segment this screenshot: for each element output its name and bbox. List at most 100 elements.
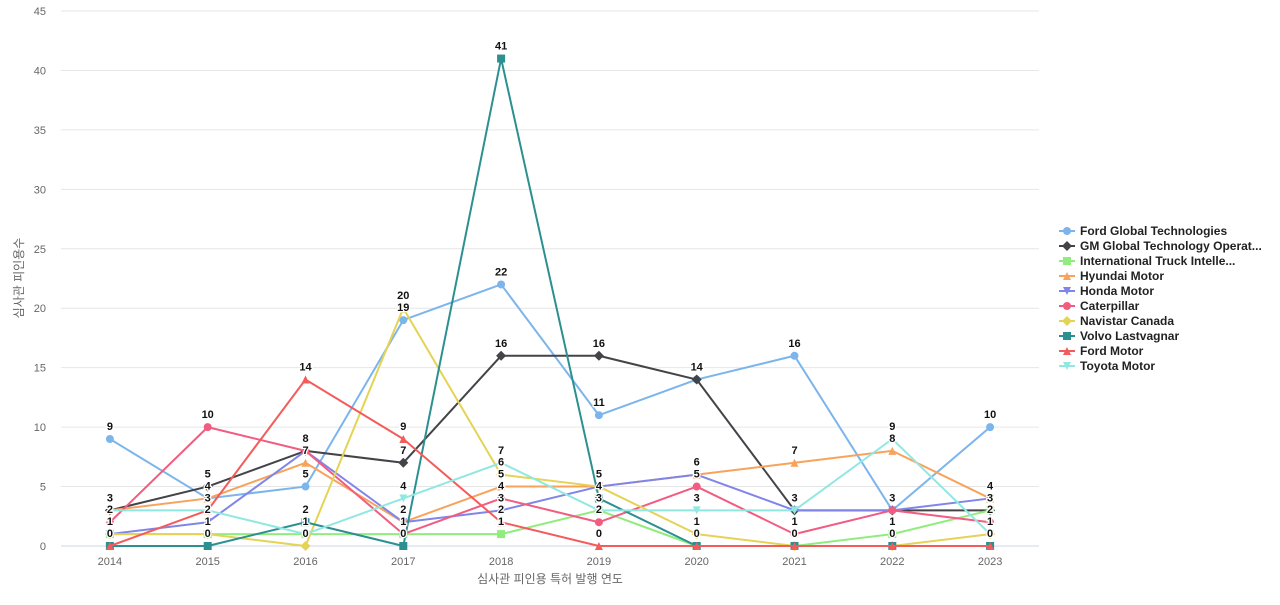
- legend-marker-icon: [1063, 272, 1071, 280]
- data-label: 3: [498, 492, 504, 504]
- legend-label: Honda Motor: [1080, 284, 1154, 298]
- data-label: 1: [889, 516, 895, 528]
- data-label: 20: [397, 290, 409, 302]
- data-point-toyota-motor[interactable]: [105, 506, 114, 515]
- data-point-gm-global-technology-operat[interactable]: [202, 481, 213, 492]
- data-point-navistar-canada[interactable]: [691, 529, 702, 540]
- data-label: 3: [694, 492, 700, 504]
- legend-item-toyota-motor[interactable]: Toyota Motor: [1059, 359, 1155, 373]
- data-point-ford-motor[interactable]: [301, 375, 310, 384]
- data-point-ford-global-technologies[interactable]: [399, 316, 408, 325]
- data-point-navistar-canada[interactable]: [496, 469, 507, 480]
- data-point-toyota-motor[interactable]: [986, 530, 995, 539]
- series-ford-motor: [105, 375, 995, 550]
- data-label: 1: [694, 516, 700, 528]
- data-point-navistar-canada[interactable]: [300, 541, 311, 551]
- data-point-honda-motor[interactable]: [692, 470, 701, 479]
- data-point-navistar-canada[interactable]: [202, 529, 213, 540]
- data-point-caterpillar[interactable]: [105, 518, 114, 527]
- data-point-gm-global-technology-operat[interactable]: [398, 457, 409, 468]
- data-point-caterpillar[interactable]: [203, 423, 212, 432]
- data-point-hyundai-motor[interactable]: [497, 482, 506, 491]
- data-point-ford-motor[interactable]: [594, 542, 603, 550]
- data-label: 4: [596, 480, 603, 492]
- data-point-navistar-canada[interactable]: [104, 529, 115, 540]
- legend-item-gm-global-technology-operat[interactable]: GM Global Technology Operat...: [1059, 239, 1262, 253]
- data-label: 9: [107, 421, 113, 433]
- legend-item-honda-motor[interactable]: Honda Motor: [1059, 284, 1154, 298]
- x-tick-label: 2021: [782, 556, 806, 568]
- data-point-ford-global-technologies[interactable]: [105, 435, 114, 443]
- legend-label: Ford Global Technologies: [1080, 224, 1227, 238]
- series-toyota-motor: [105, 435, 995, 539]
- data-point-ford-motor[interactable]: [692, 542, 701, 550]
- data-label: 1: [302, 516, 308, 528]
- data-point-gm-global-technology-operat[interactable]: [593, 350, 604, 361]
- data-point-gm-global-technology-operat[interactable]: [691, 374, 702, 385]
- data-point-volvo-lastvagnar[interactable]: [594, 494, 603, 503]
- data-point-honda-motor[interactable]: [497, 506, 506, 515]
- data-point-toyota-motor[interactable]: [594, 506, 603, 515]
- data-point-toyota-motor[interactable]: [203, 506, 212, 515]
- series-lines: [104, 54, 996, 551]
- series-line-ford-global-technologies: [109, 283, 991, 512]
- data-point-caterpillar[interactable]: [301, 446, 310, 455]
- data-point-gm-global-technology-operat[interactable]: [496, 350, 507, 361]
- legend-item-caterpillar[interactable]: Caterpillar: [1059, 299, 1140, 313]
- data-point-ford-motor[interactable]: [790, 542, 799, 550]
- data-point-volvo-lastvagnar[interactable]: [399, 542, 408, 550]
- data-point-toyota-motor[interactable]: [888, 435, 897, 443]
- data-point-volvo-lastvagnar[interactable]: [497, 54, 506, 63]
- x-tick-label: 2014: [98, 556, 122, 568]
- data-point-navistar-canada[interactable]: [398, 303, 409, 314]
- data-point-caterpillar[interactable]: [497, 494, 506, 503]
- data-point-hyundai-motor[interactable]: [888, 446, 897, 455]
- data-point-toyota-motor[interactable]: [692, 506, 701, 515]
- data-point-ford-global-technologies[interactable]: [497, 280, 506, 289]
- data-point-caterpillar[interactable]: [790, 530, 799, 539]
- data-point-ford-motor[interactable]: [497, 518, 506, 527]
- data-point-caterpillar[interactable]: [888, 506, 897, 515]
- data-label: 3: [987, 492, 993, 504]
- legend-item-ford-motor[interactable]: Ford Motor: [1059, 344, 1144, 358]
- data-point-ford-motor[interactable]: [105, 542, 114, 550]
- data-point-volvo-lastvagnar[interactable]: [301, 518, 310, 527]
- data-point-ford-motor[interactable]: [399, 435, 408, 443]
- data-point-ford-global-technologies[interactable]: [790, 351, 799, 360]
- legend-item-ford-global-technologies[interactable]: Ford Global Technologies: [1059, 224, 1227, 238]
- data-point-hyundai-motor[interactable]: [790, 458, 799, 467]
- data-point-ford-motor[interactable]: [986, 542, 995, 550]
- data-point-ford-global-technologies[interactable]: [301, 482, 310, 491]
- data-point-international-truck-intelle[interactable]: [986, 506, 995, 515]
- data-point-caterpillar[interactable]: [986, 518, 995, 527]
- legend-item-volvo-lastvagnar[interactable]: Volvo Lastvagnar: [1059, 329, 1179, 343]
- data-label: 0: [302, 528, 308, 540]
- data-point-toyota-motor[interactable]: [399, 494, 408, 503]
- data-point-hyundai-motor[interactable]: [203, 494, 212, 503]
- legend-label: Hyundai Motor: [1080, 269, 1164, 283]
- data-point-international-truck-intelle[interactable]: [888, 530, 897, 539]
- data-label: 0: [694, 528, 700, 540]
- data-point-caterpillar[interactable]: [692, 482, 701, 491]
- legend-item-international-truck-intelle[interactable]: International Truck Intelle...: [1059, 254, 1235, 268]
- y-tick-label: 20: [34, 303, 46, 315]
- data-point-toyota-motor[interactable]: [301, 530, 310, 539]
- data-point-ford-global-technologies[interactable]: [594, 411, 603, 420]
- data-point-volvo-lastvagnar[interactable]: [203, 542, 212, 550]
- data-point-honda-motor[interactable]: [399, 518, 408, 527]
- data-point-ford-motor[interactable]: [888, 542, 897, 550]
- data-point-honda-motor[interactable]: [203, 518, 212, 527]
- data-label: 1: [498, 516, 504, 528]
- data-label: 4: [400, 480, 407, 492]
- legend-item-navistar-canada[interactable]: Navistar Canada: [1059, 314, 1174, 328]
- data-point-ford-global-technologies[interactable]: [986, 423, 995, 432]
- y-tick-label: 0: [40, 541, 46, 553]
- data-point-honda-motor[interactable]: [986, 494, 995, 503]
- data-point-hyundai-motor[interactable]: [301, 458, 310, 467]
- data-point-caterpillar[interactable]: [594, 518, 603, 527]
- data-point-international-truck-intelle[interactable]: [497, 530, 506, 539]
- legend-item-hyundai-motor[interactable]: Hyundai Motor: [1059, 269, 1164, 283]
- data-point-toyota-motor[interactable]: [790, 506, 799, 515]
- data-point-toyota-motor[interactable]: [497, 458, 506, 467]
